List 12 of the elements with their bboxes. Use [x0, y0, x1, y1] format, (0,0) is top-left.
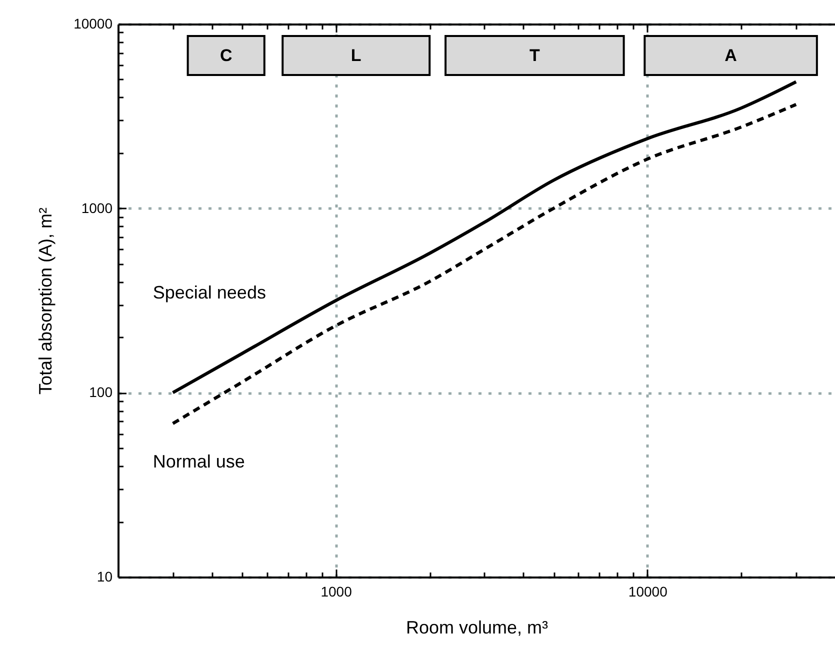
y-tick-label: 1000 [81, 200, 113, 216]
series-label: Special needs [152, 282, 266, 303]
y-tick-label: 100 [89, 384, 113, 400]
series-label: Normal use [152, 452, 245, 472]
band-label: A [724, 46, 737, 65]
band-label: C [220, 46, 232, 65]
y-tick-label: 10 [96, 568, 113, 584]
y-axis-title: Total absorption (A), m² [36, 207, 56, 395]
band-label: L [350, 46, 362, 65]
y-tick-label: 10000 [74, 16, 113, 32]
x-axis-title: Room volume, m³ [406, 618, 548, 638]
band-label: T [529, 46, 540, 65]
